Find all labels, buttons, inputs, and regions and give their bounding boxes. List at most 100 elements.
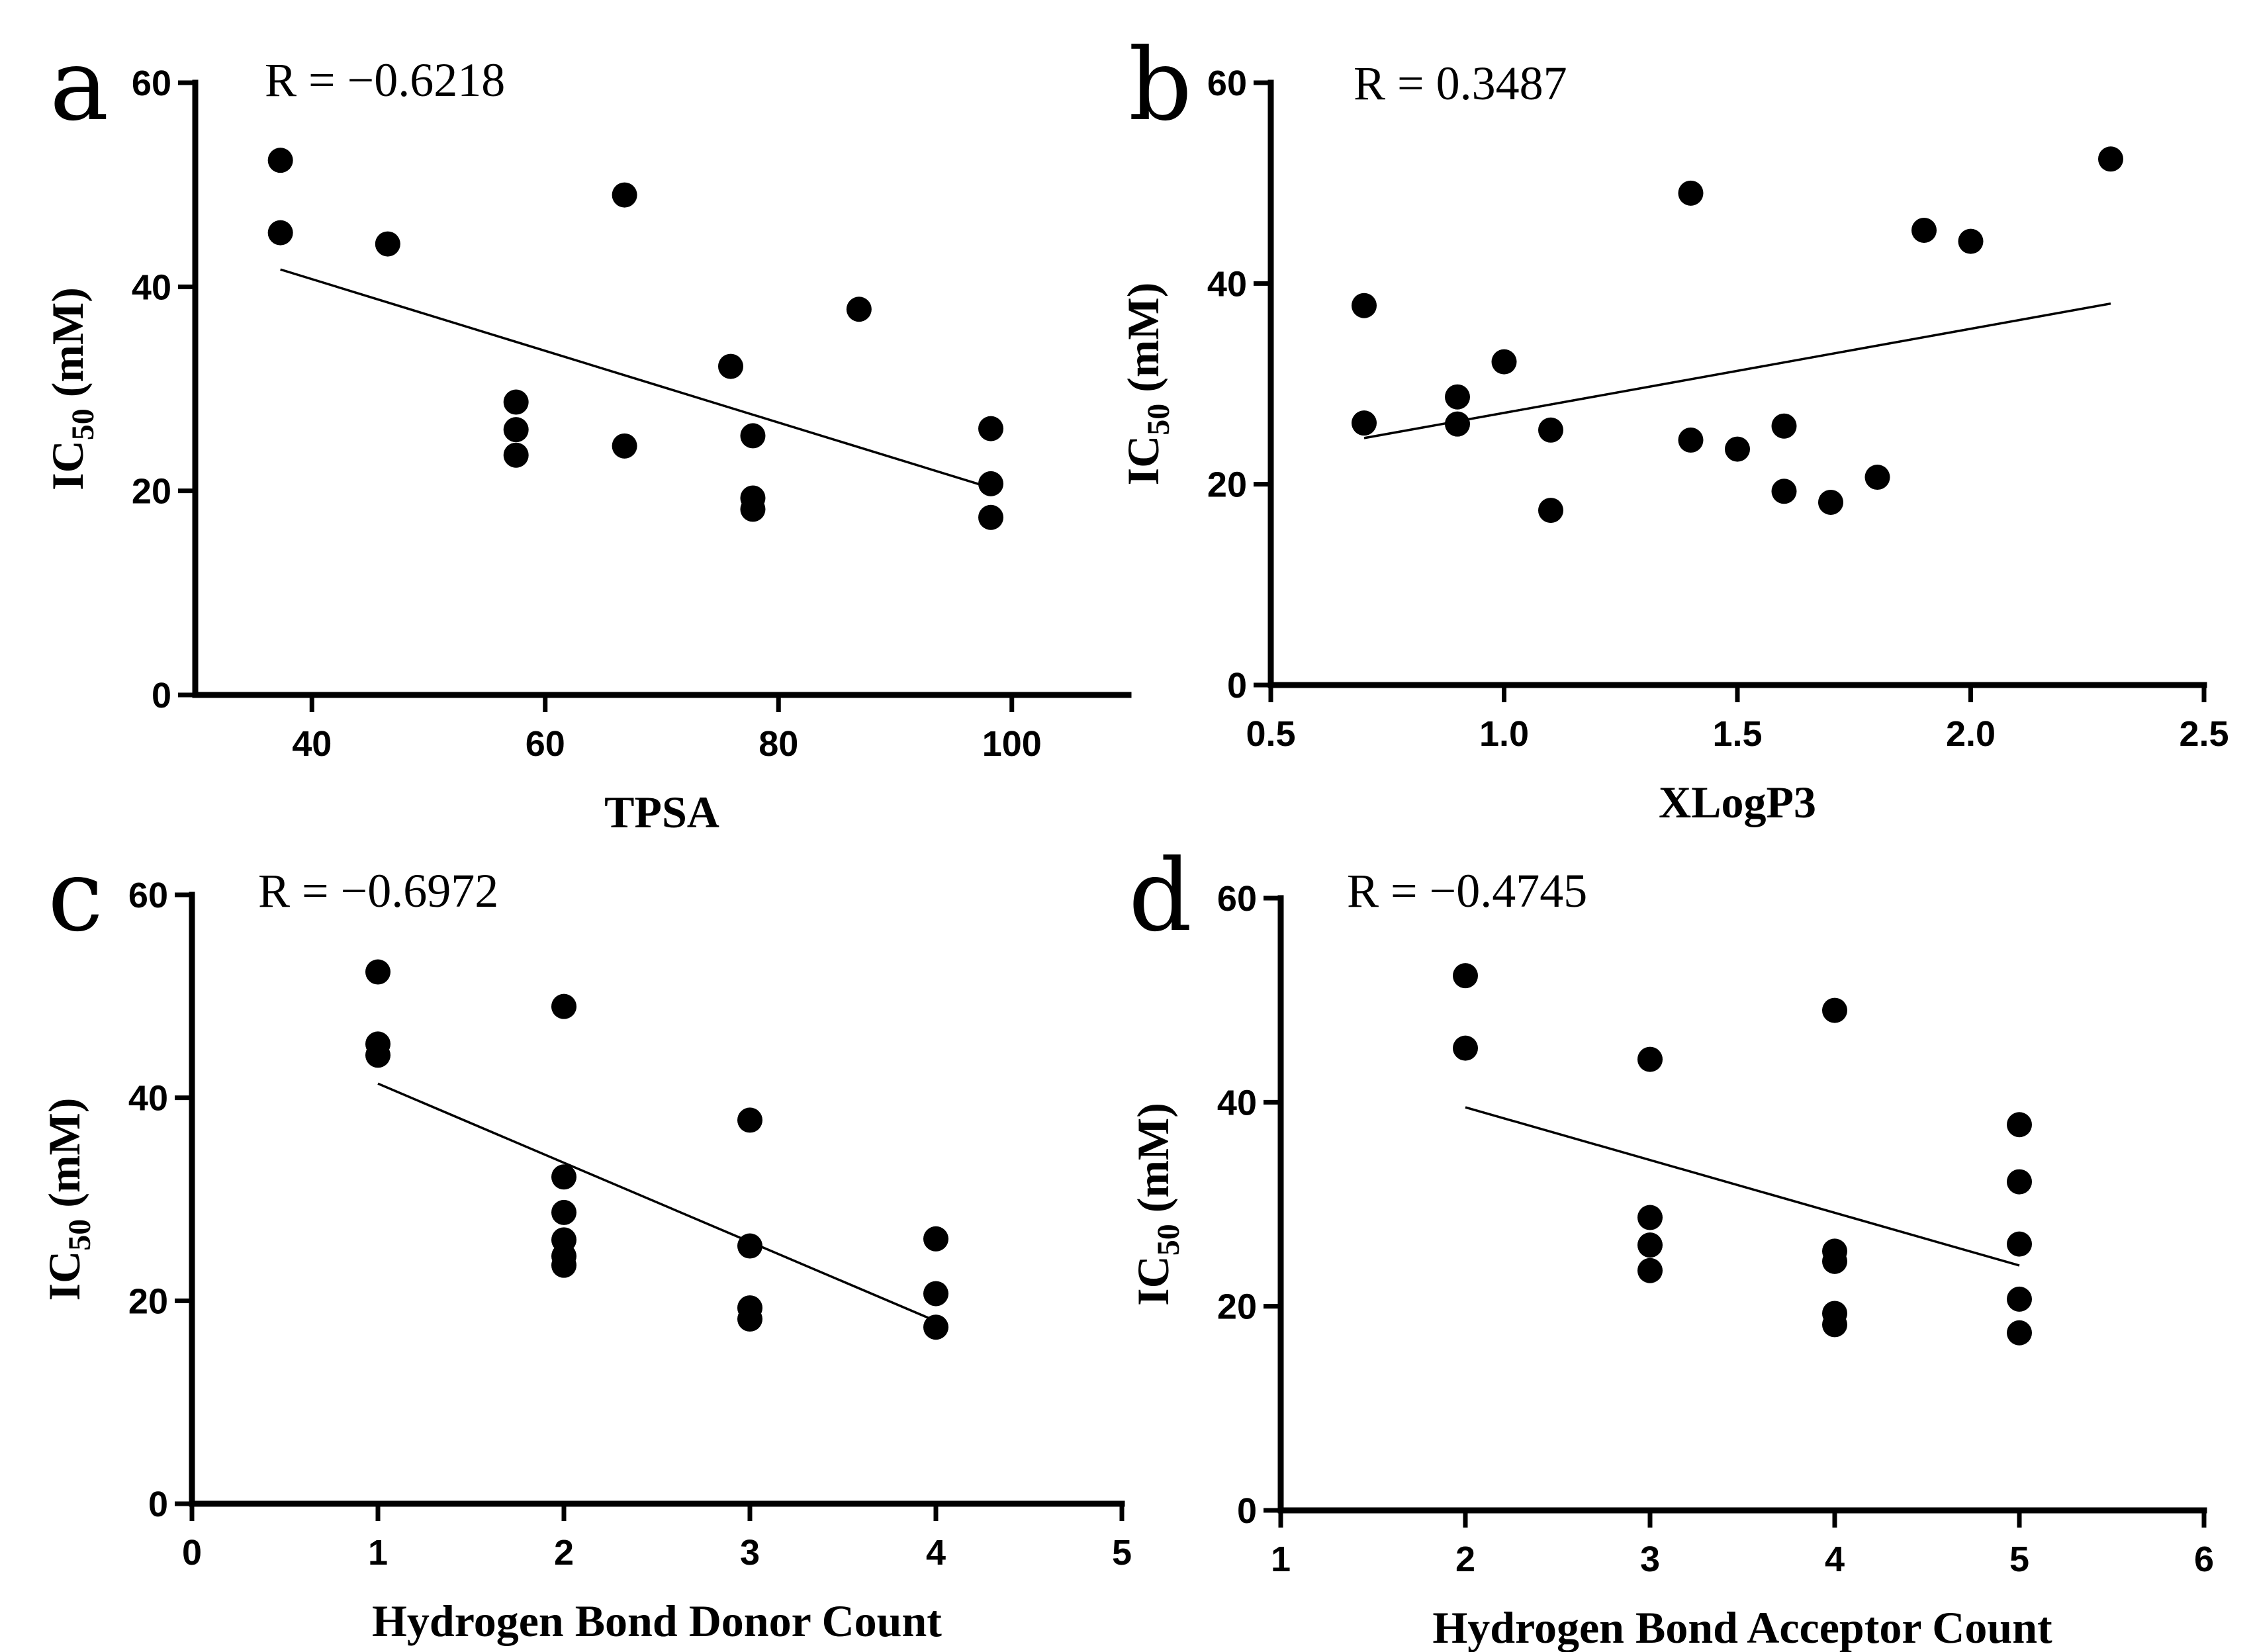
y-tick-label: 20 xyxy=(128,1281,168,1321)
y-tick-label: 60 xyxy=(1217,879,1257,919)
data-point xyxy=(1445,411,1470,437)
x-tick-label: 2 xyxy=(554,1533,574,1573)
panel-d: d R = −0.4745 0 20 40 60 1 2 3 4 5 6 Hydrogen Bond A… xyxy=(1128,839,2214,1652)
data-point xyxy=(1637,1232,1663,1258)
y-axis-title-unit: (mM) xyxy=(1128,1103,1178,1224)
data-point xyxy=(978,416,1004,441)
data-point xyxy=(551,1252,576,1278)
y-tick-label: 0 xyxy=(148,1485,168,1524)
y-axis-title-subscript: 50 xyxy=(66,408,101,440)
correlation-annotation: R = −0.4745 xyxy=(1347,864,1587,917)
y-tick-label: 0 xyxy=(1237,1491,1257,1531)
data-point xyxy=(2007,1320,2032,1346)
x-tick-label: 0.5 xyxy=(1246,714,1295,754)
data-point xyxy=(2007,1231,2032,1257)
data-point xyxy=(737,1107,762,1133)
data-point xyxy=(740,496,766,522)
panel-letter: c xyxy=(48,839,103,954)
y-axis-title-main: IC xyxy=(1118,436,1168,486)
data-point xyxy=(717,353,743,379)
data-point xyxy=(551,1199,576,1225)
data-point xyxy=(923,1314,948,1340)
panel-letter: d xyxy=(1128,839,1192,954)
data-point xyxy=(267,148,293,173)
y-axis-title-unit: (mM) xyxy=(1118,283,1168,404)
data-point xyxy=(1958,228,1984,254)
panel-b: b R = 0.3487 0 20 40 60 0.5 1.0 1.5 2.0 2.5 XLogP3 I… xyxy=(1118,28,2229,827)
y-axis-title: IC50 (mM) xyxy=(1128,1103,1186,1306)
data-point xyxy=(737,1306,762,1332)
x-tick-label: 2.5 xyxy=(2179,714,2229,754)
data-point xyxy=(978,471,1004,496)
y-tick-label: 60 xyxy=(132,64,171,103)
data-point xyxy=(737,1233,762,1259)
data-point xyxy=(365,959,391,985)
panel-a: a R = −0.6218 0 20 40 60 40 60 80 100 TPSA IC50 (mM… xyxy=(42,28,1132,837)
x-axis-title: Hydrogen Bond Donor Count xyxy=(372,1596,942,1646)
data-point xyxy=(551,1164,576,1190)
data-point xyxy=(2007,1169,2032,1195)
data-point xyxy=(846,297,872,322)
x-tick-label: 4 xyxy=(926,1533,946,1573)
data-point xyxy=(740,423,766,449)
data-point xyxy=(503,442,529,468)
y-tick-label: 20 xyxy=(132,472,171,512)
data-point xyxy=(1637,1205,1663,1230)
data-point xyxy=(1453,963,1478,989)
correlation-annotation: R = −0.6972 xyxy=(258,864,498,917)
x-tick-label: 4 xyxy=(1825,1539,1845,1579)
y-tick-label: 0 xyxy=(1227,666,1247,706)
correlation-annotation: R = −0.6218 xyxy=(265,54,505,107)
y-tick-label: 40 xyxy=(1217,1083,1257,1123)
data-point xyxy=(1822,1248,1847,1274)
data-point xyxy=(1453,1035,1478,1061)
x-axis-title: Hydrogen Bond Acceptor Count xyxy=(1432,1602,2052,1652)
data-point xyxy=(1491,349,1517,375)
data-point xyxy=(1637,1046,1663,1072)
regression-line xyxy=(280,268,991,489)
data-point xyxy=(2007,1112,2032,1138)
data-point xyxy=(1818,489,1843,515)
data-point xyxy=(1352,293,1377,318)
y-tick-label: 0 xyxy=(152,676,171,715)
y-axis-title: IC50 (mM) xyxy=(42,287,101,490)
y-axis-title-main: IC xyxy=(42,440,93,490)
x-tick-label: 1.0 xyxy=(1479,714,1529,754)
x-axis-title: TPSA xyxy=(604,787,719,837)
x-tick-label: 0 xyxy=(182,1533,202,1573)
x-tick-label: 1.5 xyxy=(1712,714,1762,754)
x-tick-label: 5 xyxy=(1112,1533,1132,1573)
y-axis-title-unit: (mM) xyxy=(42,287,93,408)
y-tick-label: 40 xyxy=(1207,264,1247,304)
x-tick-label: 2 xyxy=(1455,1539,1475,1579)
data-point xyxy=(1725,436,1750,462)
data-point xyxy=(503,417,529,443)
y-tick-label: 40 xyxy=(132,267,171,307)
data-point xyxy=(923,1281,948,1307)
regression-line xyxy=(1363,302,2111,439)
panel-letter: a xyxy=(50,28,109,143)
data-point xyxy=(978,504,1004,530)
data-point xyxy=(2007,1286,2032,1312)
data-point xyxy=(612,433,637,459)
x-tick-label: 3 xyxy=(740,1533,760,1573)
data-point xyxy=(1352,410,1377,436)
data-point xyxy=(267,220,293,246)
data-point xyxy=(1637,1258,1663,1283)
data-point xyxy=(923,1226,948,1252)
data-point xyxy=(1678,180,1704,206)
data-point xyxy=(365,1042,391,1068)
data-point xyxy=(1538,417,1563,443)
data-point xyxy=(1678,427,1704,453)
x-tick-label: 80 xyxy=(759,724,798,764)
y-axis-title: IC50 (mM) xyxy=(1118,283,1176,486)
data-point xyxy=(1822,997,1847,1023)
x-tick-label: 5 xyxy=(2009,1539,2029,1579)
y-tick-label: 60 xyxy=(128,876,168,915)
x-tick-label: 40 xyxy=(292,724,332,764)
correlation-annotation: R = 0.3487 xyxy=(1354,57,1567,110)
y-axis-title: IC50 (mM) xyxy=(39,1098,97,1301)
data-point xyxy=(1445,384,1470,410)
data-point xyxy=(1911,217,1937,243)
